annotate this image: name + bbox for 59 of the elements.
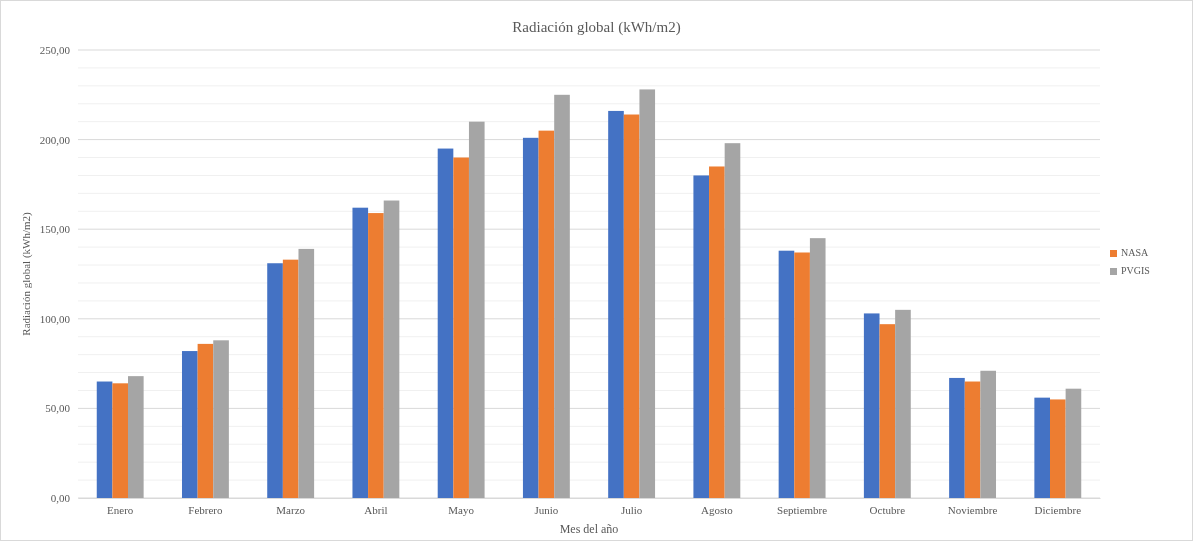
bar [794, 252, 810, 498]
x-tick-label: Mayo [448, 503, 475, 516]
bar [368, 213, 384, 498]
bar [468, 121, 485, 498]
x-tick-label: Noviembre [947, 503, 998, 516]
y-tick-label: 0,00 [50, 492, 71, 505]
bar [623, 114, 640, 498]
bar [197, 343, 214, 498]
bar [709, 166, 725, 498]
bar [980, 370, 997, 498]
x-tick-label: Julio [620, 503, 643, 516]
y-tick-label: 250,00 [39, 44, 71, 57]
bar [724, 143, 741, 498]
bar [895, 309, 911, 498]
bar [383, 200, 400, 498]
y-tick-label: 150,00 [39, 223, 71, 236]
bar [809, 238, 826, 498]
legend-label: PVGIS [1121, 265, 1150, 276]
y-tick-label: 100,00 [39, 312, 71, 325]
bar [112, 383, 129, 498]
bar [1049, 399, 1066, 498]
bar [538, 130, 555, 498]
bar [1065, 388, 1082, 498]
x-tick-label: Marzo [276, 503, 306, 516]
bar [282, 259, 299, 498]
bar [1034, 397, 1050, 498]
x-tick-label: Octubre [869, 503, 906, 516]
x-tick-label: Agosto [700, 503, 734, 516]
x-tick-label: Enero [107, 503, 134, 516]
bar [778, 250, 795, 498]
x-tick-label: Febrero [188, 503, 224, 516]
bar [949, 377, 965, 498]
x-tick-label: Abril [364, 503, 388, 516]
bar [181, 351, 198, 498]
chart-title: Radiación global (kWh/m2) [512, 19, 681, 36]
bar [128, 376, 144, 498]
bar [453, 157, 469, 498]
bar [693, 175, 710, 498]
legend-label: NASA [1121, 247, 1149, 258]
bar [863, 313, 880, 498]
bar [267, 263, 283, 498]
y-axis-title: Radiación global (kWh/m2) [20, 211, 33, 336]
bar [522, 137, 539, 498]
bar [298, 248, 315, 498]
bar [964, 381, 981, 498]
bar [639, 89, 656, 498]
bar [213, 340, 229, 498]
bar [608, 110, 624, 498]
bar [352, 207, 369, 498]
bar [437, 148, 454, 498]
x-tick-label: Septiembre [777, 503, 828, 516]
bar [96, 381, 113, 498]
y-tick-label: 200,00 [39, 133, 71, 146]
y-tick-label: 50,00 [45, 402, 71, 415]
bar [879, 324, 896, 498]
bar [554, 94, 570, 498]
x-axis-title: Mes del año [559, 522, 619, 536]
x-tick-label: Junio [534, 503, 559, 516]
x-tick-label: Diciembre [1034, 503, 1082, 516]
